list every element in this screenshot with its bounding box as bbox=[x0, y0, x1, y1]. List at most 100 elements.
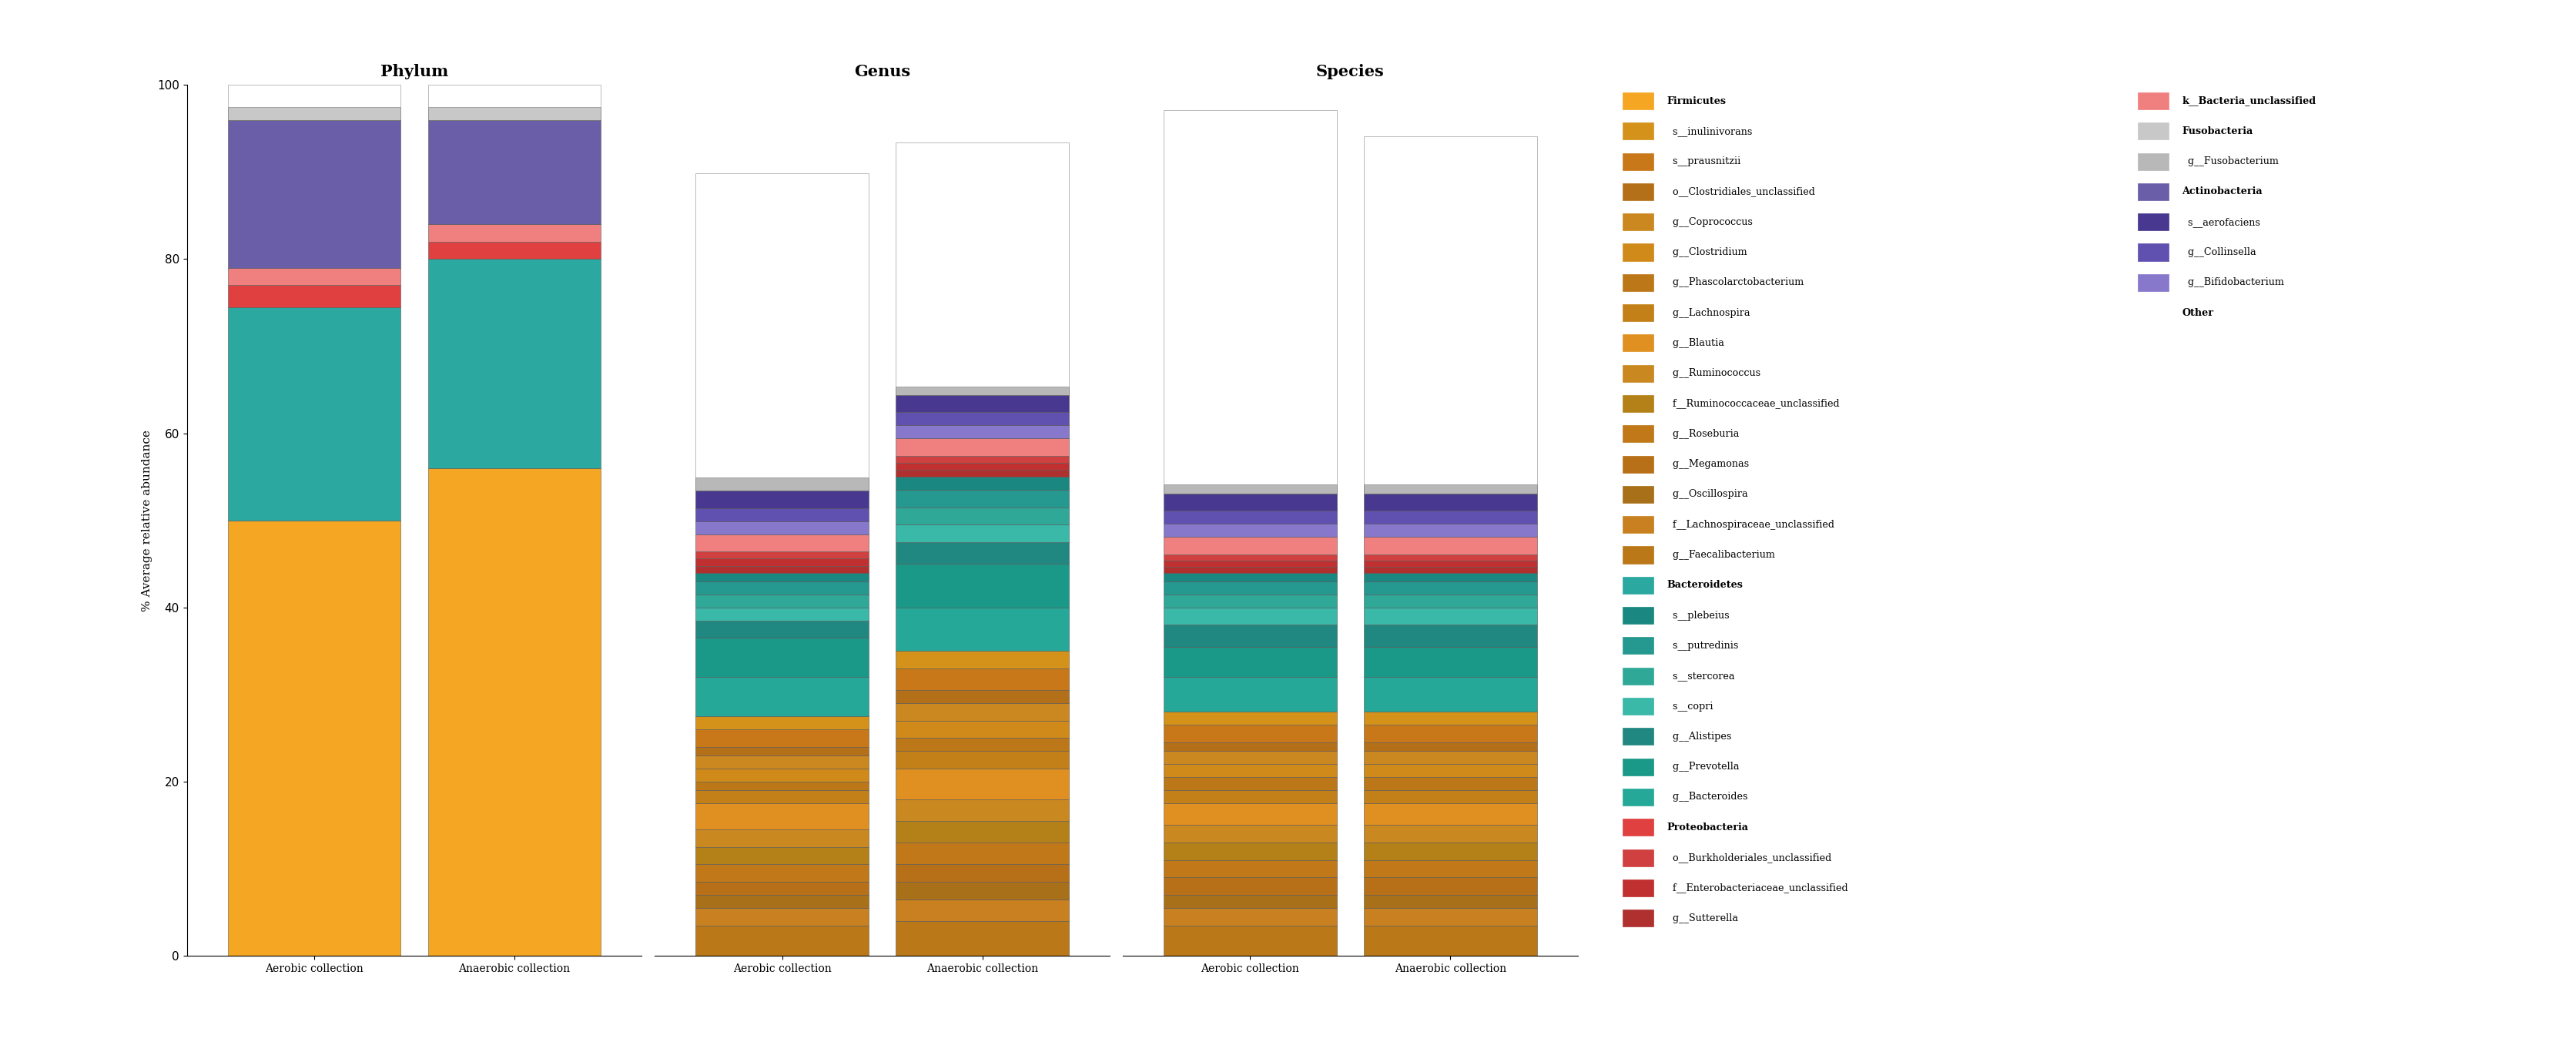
Text: g__Prevotella: g__Prevotella bbox=[1667, 761, 1739, 772]
Text: g__Phascolarctobacterium: g__Phascolarctobacterium bbox=[1667, 277, 1803, 288]
Bar bbox=[1164, 607, 1337, 624]
Text: g__Lachnospira: g__Lachnospira bbox=[1667, 308, 1749, 318]
Bar bbox=[1164, 678, 1337, 712]
Bar bbox=[696, 769, 868, 782]
Text: g__Sutterella: g__Sutterella bbox=[1667, 913, 1739, 923]
Text: s__stercorea: s__stercorea bbox=[1667, 671, 1734, 681]
Bar bbox=[1164, 842, 1337, 860]
Bar bbox=[1164, 908, 1337, 925]
Bar bbox=[696, 864, 868, 881]
Title: Phylum: Phylum bbox=[381, 64, 448, 80]
Bar bbox=[1164, 712, 1337, 725]
Bar bbox=[1164, 581, 1337, 595]
Bar bbox=[896, 508, 1069, 525]
Bar bbox=[428, 242, 600, 259]
Bar bbox=[227, 286, 402, 307]
Bar bbox=[896, 607, 1069, 651]
Bar bbox=[1164, 725, 1337, 742]
Text: s__aerofaciens: s__aerofaciens bbox=[2182, 217, 2259, 227]
Bar bbox=[227, 120, 402, 268]
Bar bbox=[1363, 712, 1538, 725]
Bar bbox=[896, 900, 1069, 921]
Bar bbox=[896, 525, 1069, 542]
Text: g__Oscillospira: g__Oscillospira bbox=[1667, 490, 1749, 499]
Text: s__putredinis: s__putredinis bbox=[1667, 640, 1739, 651]
Bar bbox=[896, 769, 1069, 799]
Bar bbox=[696, 581, 868, 595]
Bar bbox=[896, 751, 1069, 769]
Bar bbox=[896, 456, 1069, 463]
Bar bbox=[1363, 777, 1538, 790]
Bar bbox=[1363, 136, 1538, 484]
Bar bbox=[1164, 825, 1337, 842]
Text: g__Clostridium: g__Clostridium bbox=[1667, 247, 1747, 257]
Bar bbox=[696, 847, 868, 864]
Bar bbox=[896, 490, 1069, 508]
Text: g__Bacteroides: g__Bacteroides bbox=[1667, 792, 1749, 802]
Bar bbox=[1363, 725, 1538, 742]
Text: Firmicutes: Firmicutes bbox=[1667, 96, 1726, 106]
Bar bbox=[896, 439, 1069, 456]
Bar bbox=[1164, 566, 1337, 572]
Bar bbox=[696, 730, 868, 747]
Bar bbox=[696, 509, 868, 521]
Bar bbox=[1363, 908, 1538, 925]
Bar bbox=[696, 572, 868, 581]
Text: o__Clostridiales_unclassified: o__Clostridiales_unclassified bbox=[1667, 187, 1816, 196]
Bar bbox=[696, 782, 868, 790]
Bar bbox=[896, 142, 1069, 387]
Bar bbox=[1363, 484, 1538, 494]
Text: Proteobacteria: Proteobacteria bbox=[1667, 822, 1749, 833]
Y-axis label: % Average relative abundance: % Average relative abundance bbox=[142, 429, 152, 612]
Bar bbox=[227, 268, 402, 286]
Bar bbox=[1363, 895, 1538, 908]
Bar bbox=[696, 521, 868, 534]
Bar bbox=[696, 595, 868, 607]
Bar bbox=[896, 881, 1069, 900]
Text: s__plebeius: s__plebeius bbox=[1667, 611, 1728, 620]
Bar bbox=[696, 552, 868, 559]
Bar bbox=[896, 799, 1069, 821]
Text: g__Collinsella: g__Collinsella bbox=[2182, 247, 2257, 257]
Bar bbox=[696, 566, 868, 572]
Bar bbox=[696, 803, 868, 829]
Bar bbox=[696, 534, 868, 552]
Bar bbox=[428, 259, 600, 468]
Bar bbox=[1363, 561, 1538, 566]
Bar bbox=[1164, 537, 1337, 554]
Bar bbox=[696, 829, 868, 847]
Bar bbox=[896, 542, 1069, 564]
Text: f__Enterobacteriaceae_unclassified: f__Enterobacteriaceae_unclassified bbox=[1667, 883, 1847, 893]
Bar bbox=[1363, 860, 1538, 877]
Text: k__Bacteria_unclassified: k__Bacteria_unclassified bbox=[2182, 96, 2316, 106]
Bar bbox=[696, 559, 868, 566]
Bar bbox=[896, 463, 1069, 469]
Text: g__Ruminococcus: g__Ruminococcus bbox=[1667, 369, 1762, 378]
Bar bbox=[1363, 790, 1538, 803]
Bar bbox=[227, 106, 402, 120]
Bar bbox=[1164, 554, 1337, 561]
Bar bbox=[696, 620, 868, 638]
Bar bbox=[896, 412, 1069, 426]
Bar bbox=[896, 690, 1069, 703]
Title: Genus: Genus bbox=[855, 64, 909, 80]
Bar bbox=[696, 790, 868, 803]
Bar bbox=[1164, 647, 1337, 678]
Bar bbox=[1164, 895, 1337, 908]
Bar bbox=[696, 607, 868, 620]
Bar bbox=[1164, 751, 1337, 765]
Bar bbox=[896, 387, 1069, 395]
Bar bbox=[696, 925, 868, 956]
Bar bbox=[1164, 790, 1337, 803]
Bar bbox=[1164, 877, 1337, 895]
Bar bbox=[896, 738, 1069, 751]
Bar bbox=[896, 477, 1069, 490]
Text: s__prausnitzii: s__prausnitzii bbox=[1667, 156, 1741, 167]
Text: g__Coprococcus: g__Coprococcus bbox=[1667, 217, 1752, 227]
Bar bbox=[1363, 803, 1538, 825]
Bar bbox=[896, 426, 1069, 439]
Text: s__copri: s__copri bbox=[1667, 701, 1713, 712]
Bar bbox=[896, 864, 1069, 881]
Bar bbox=[696, 478, 868, 491]
Bar bbox=[428, 120, 600, 224]
